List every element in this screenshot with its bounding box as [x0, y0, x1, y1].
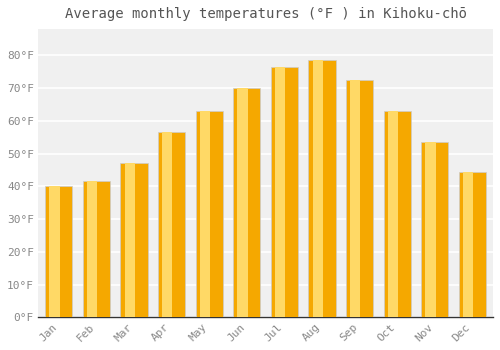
Bar	[275, 67, 285, 317]
Bar	[196, 111, 222, 317]
Bar	[50, 187, 59, 317]
Bar	[312, 60, 323, 317]
Bar	[421, 142, 448, 317]
Bar	[46, 187, 72, 317]
Bar	[271, 67, 298, 317]
Bar	[124, 163, 135, 317]
Title: Average monthly temperatures (°F ) in Kihoku-chō: Average monthly temperatures (°F ) in Ki…	[64, 7, 466, 21]
Bar	[120, 163, 148, 317]
Bar	[162, 132, 172, 317]
Bar	[87, 181, 97, 317]
Bar	[426, 142, 436, 317]
Bar	[83, 181, 110, 317]
Bar	[200, 111, 210, 317]
Bar	[384, 111, 410, 317]
Bar	[463, 172, 473, 317]
Bar	[388, 111, 398, 317]
Bar	[238, 88, 248, 317]
Bar	[233, 88, 260, 317]
Bar	[459, 172, 486, 317]
Bar	[350, 80, 360, 317]
Bar	[158, 132, 185, 317]
Bar	[346, 80, 373, 317]
Bar	[308, 60, 336, 317]
